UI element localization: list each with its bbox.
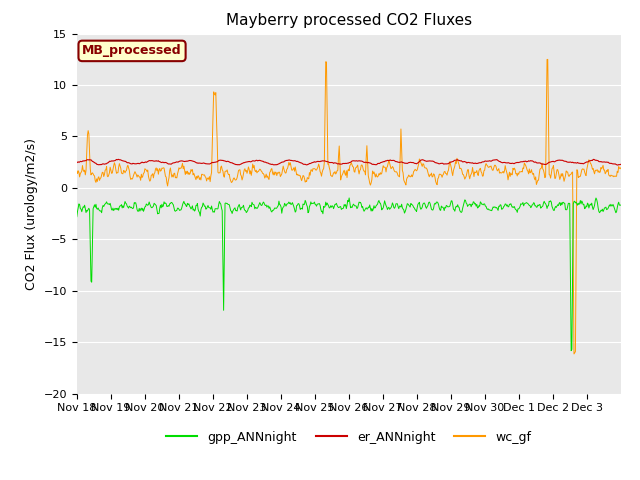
Legend: gpp_ANNnight, er_ANNnight, wc_gf: gpp_ANNnight, er_ANNnight, wc_gf — [161, 426, 536, 448]
Title: Mayberry processed CO2 Fluxes: Mayberry processed CO2 Fluxes — [226, 13, 472, 28]
Y-axis label: CO2 Flux (urology/m2/s): CO2 Flux (urology/m2/s) — [25, 138, 38, 289]
Text: MB_processed: MB_processed — [82, 44, 182, 58]
